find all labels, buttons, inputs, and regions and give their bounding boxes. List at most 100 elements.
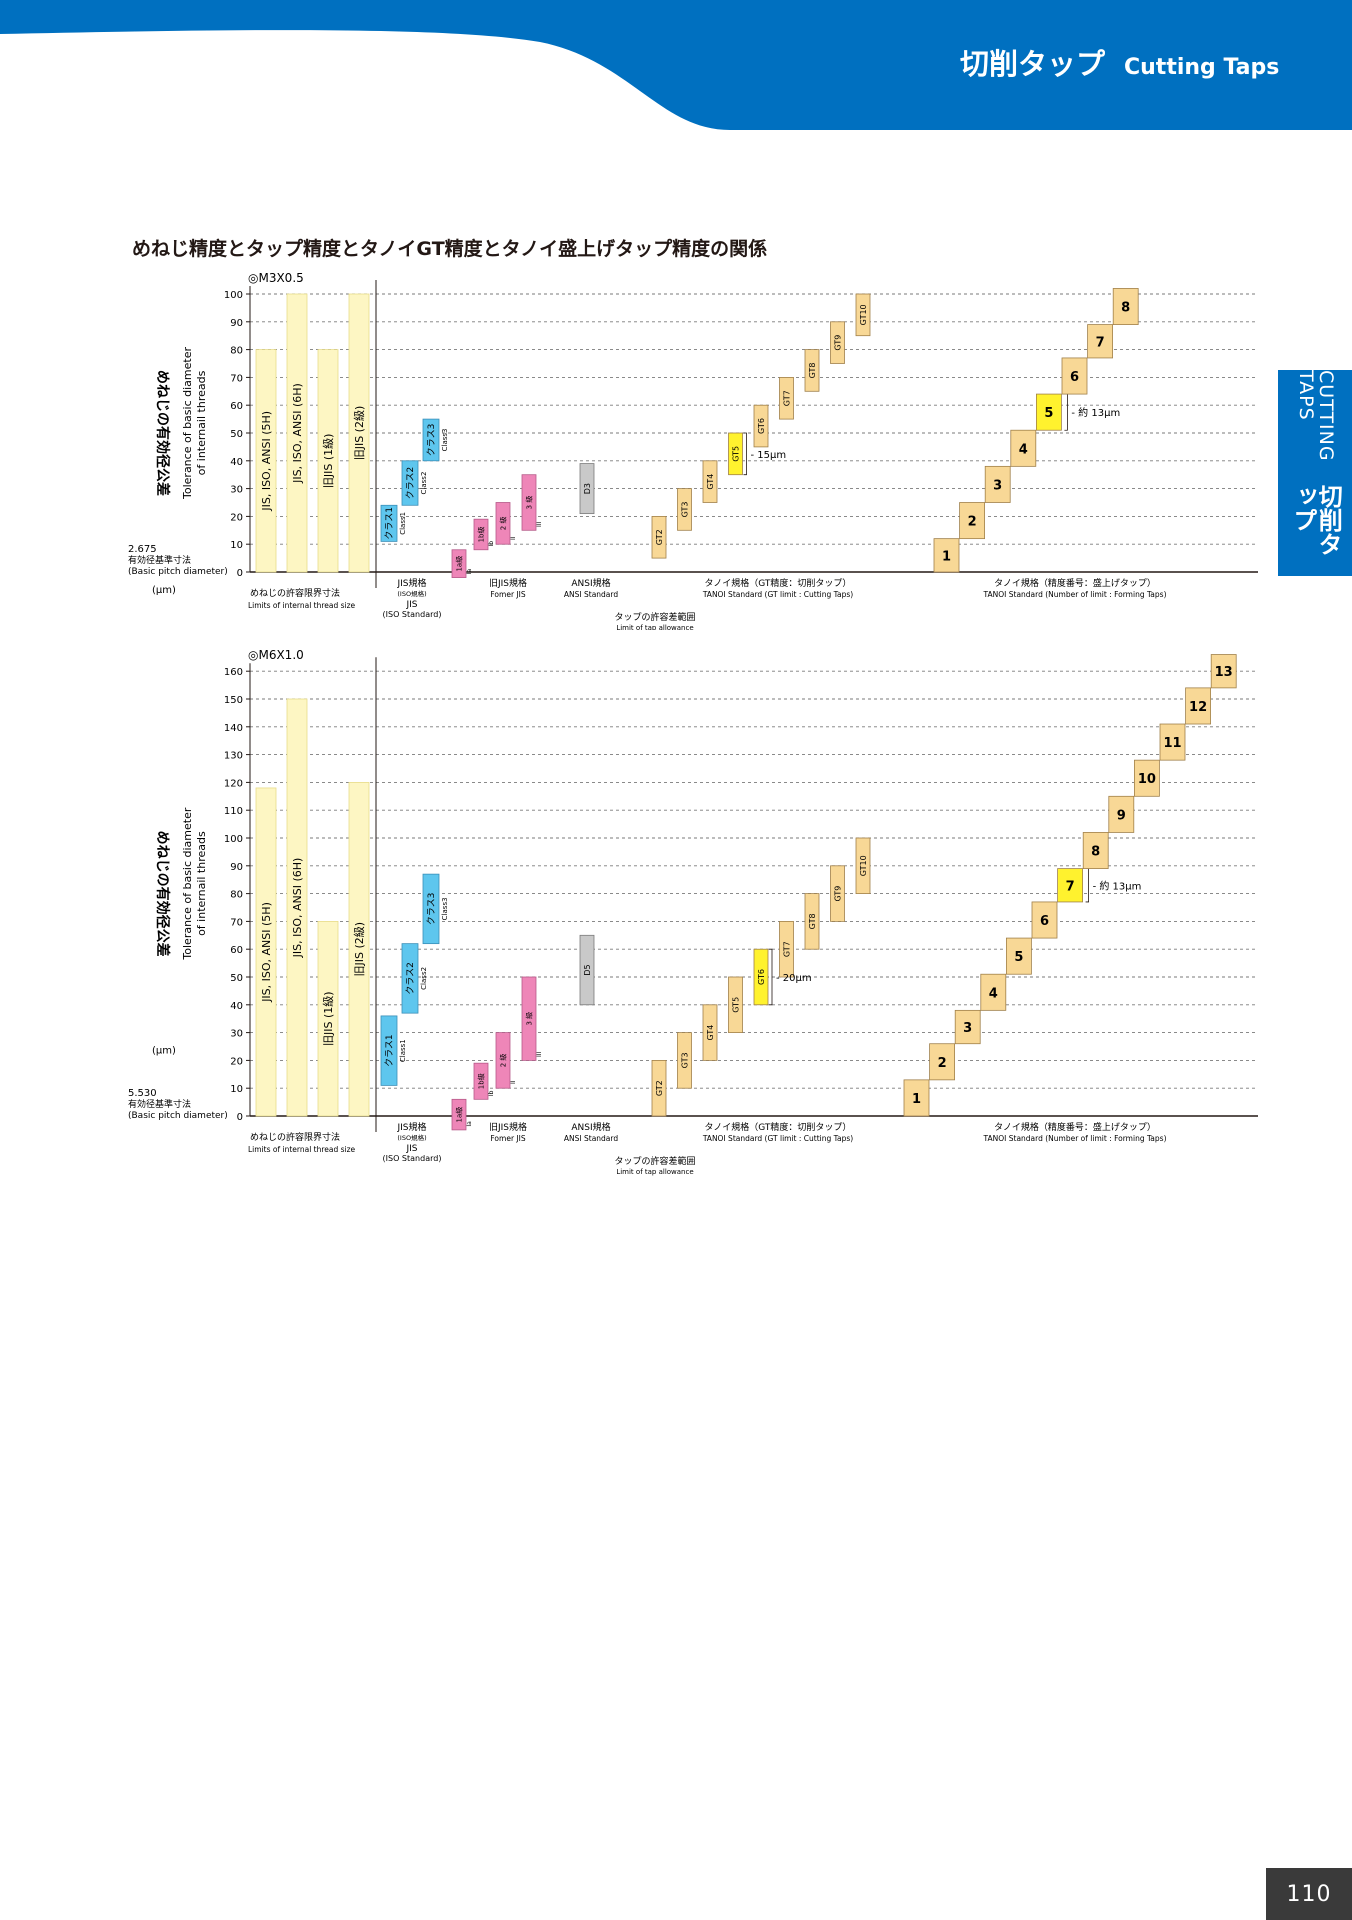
group-ansi-en: ANSI Standard (564, 590, 618, 599)
internal-thread-bar (255, 349, 277, 573)
internal-thread-bar-label: 旧JIS (1級) (322, 434, 335, 489)
jis-class-sublabel: Class1 (399, 512, 407, 535)
jis-class-bar-label: クラス2 (405, 962, 416, 995)
group-jis-iso: (ISO Standard) (383, 1154, 442, 1163)
old-jis-bar (521, 474, 537, 531)
group-jis-jp: JIS規格 (396, 577, 426, 589)
basic-pitch-value: 2.675 (128, 544, 157, 555)
forming-grade-label: 2 (968, 515, 977, 530)
jis-class-bar-label: クラス2 (405, 467, 416, 500)
side-tab-en: CUTTING TAPS (1295, 370, 1337, 462)
internal-thread-bar (255, 787, 277, 1117)
y-tick-label: 10 (230, 1084, 243, 1095)
group-ansi-en: ANSI Standard (564, 1134, 618, 1143)
forming-grade-box (1006, 937, 1032, 975)
jis-class-bar-label: クラス3 (426, 424, 437, 457)
forming-grade-label: 5 (1014, 950, 1023, 965)
internal-thread-bar-label: 旧JIS (2級) (353, 406, 366, 461)
forming-annotation-label: - 約 13μm (1071, 406, 1120, 419)
forming-grade-box (929, 1043, 955, 1081)
old-jis-bar (451, 1098, 467, 1131)
gt-grade-bar (702, 1004, 718, 1061)
old-jis-sublabel: II (510, 1080, 517, 1084)
header-title-jp: 切削タップ (960, 47, 1106, 81)
old-jis-bar-label: 1a級 (454, 556, 463, 572)
side-tab-jp: 切削タップ (1289, 484, 1343, 557)
forming-grade-box (984, 465, 1011, 503)
page-header: 切削タップ Cutting Taps (0, 0, 1352, 130)
y-axis-unit: (μm) (152, 585, 176, 596)
internal-thread-bar (286, 698, 308, 1117)
gt-grade-bar (855, 837, 871, 894)
jis-class-sublabel: Class2 (420, 967, 428, 990)
old-jis-bar-label: 2 級 (498, 517, 507, 531)
forming-grade-box (1087, 324, 1113, 359)
jis-class-sublabel: Class2 (420, 472, 428, 495)
y-tick-label: 80 (230, 346, 243, 357)
y-axis-title-en-1: Tolerance of basic diameter (181, 347, 194, 500)
basic-pitch-en: (Basic pitch diameter) (128, 567, 228, 577)
y-tick-label: 20 (230, 1056, 243, 1067)
y-tick-label: 160 (224, 667, 243, 678)
forming-grade-box (1082, 832, 1109, 869)
y-tick-label: 80 (230, 890, 243, 901)
forming-grade-box (954, 1009, 981, 1045)
old-jis-bar (495, 1032, 511, 1089)
group-internal-jp: めねじの許容限界寸法 (250, 1131, 340, 1143)
group-gt-en: TANOI Standard (GT limit : Cutting Taps) (702, 590, 853, 599)
chart-m6: ◎M6X1.0 めねじの有効径公差 Tolerance of basic diame… (128, 648, 1258, 1176)
group-tap-en: Limit of tap allowance (616, 624, 693, 630)
forming-grade-label: 3 (963, 1021, 972, 1036)
forming-grade-box (1210, 654, 1237, 689)
gt-grade-bar-label: GT2 (655, 1080, 664, 1096)
internal-thread-bar-label: JIS, ISO, ANSI (6H) (291, 858, 304, 959)
group-gt-en: TANOI Standard (GT limit : Cutting Taps) (702, 1134, 853, 1143)
basic-pitch-jp: 有効径基準寸法 (128, 554, 191, 566)
gt-grade-bar (702, 460, 718, 503)
forming-grade-label: 7 (1096, 335, 1105, 350)
gt-grade-bar (779, 920, 794, 978)
gt-grade-bar (677, 1032, 692, 1089)
group-internal-jp: めねじの許容限界寸法 (250, 587, 340, 599)
old-jis-sublabel: Ia (466, 569, 473, 575)
gt-grade-bar (728, 432, 743, 476)
y-tick-label: 40 (230, 457, 243, 468)
internal-thread-bar-label: JIS, ISO, ANSI (5H) (260, 411, 273, 512)
group-jis-iso-small: (ISO規格) (397, 589, 426, 598)
chart-subtitle: ◎M3X0.5 (248, 271, 304, 285)
forming-grade-box (933, 538, 960, 573)
y-tick-label: 50 (230, 973, 243, 984)
old-jis-bar-label: 1b級 (476, 527, 485, 543)
group-jis-iso: (ISO Standard) (383, 610, 442, 619)
forming-grade-box (1185, 687, 1211, 725)
gt-grade-bar-label: GT7 (782, 941, 791, 957)
forming-grade-box (959, 502, 985, 540)
forming-grade-label: 12 (1189, 700, 1207, 715)
y-axis-title-en-2: of internail threads (195, 370, 208, 475)
forming-grade-box (1010, 429, 1037, 467)
y-tick-label: 140 (224, 723, 243, 734)
group-ansi-jp: ANSI規格 (571, 1121, 610, 1133)
group-internal-en: Limits of internal thread size (248, 1145, 356, 1154)
ansi-bar-label: D5 (583, 964, 592, 975)
internal-thread-bar-label: 旧JIS (2級) (353, 922, 366, 977)
gt-grade-bar-label: GT6 (757, 418, 766, 434)
forming-grade-label: 10 (1138, 772, 1156, 787)
internal-thread-bar (317, 920, 339, 1117)
group-jis-jp: JIS規格 (396, 1121, 426, 1133)
basic-pitch-en: (Basic pitch diameter) (128, 1111, 228, 1121)
old-jis-bar (473, 1062, 489, 1100)
y-tick-label: 150 (224, 695, 243, 706)
gt-annotation-label: - 20μm (776, 973, 812, 984)
old-jis-bar (451, 549, 467, 578)
old-jis-sublabel: II (510, 536, 517, 540)
y-axis-title-jp: めねじの有効径公差 (154, 831, 171, 957)
jis-class-sublabel: Class1 (399, 1039, 407, 1062)
y-tick-label: 90 (230, 318, 243, 329)
old-jis-bar-label: 3 級 (524, 496, 533, 510)
gt-grade-bar (804, 893, 820, 950)
gt-grade-bar-label: GT10 (859, 304, 868, 325)
y-tick-label: 60 (230, 945, 243, 956)
forming-grade-box (903, 1079, 930, 1117)
group-forming-en: TANOI Standard (Number of limit : Formin… (983, 1134, 1167, 1143)
